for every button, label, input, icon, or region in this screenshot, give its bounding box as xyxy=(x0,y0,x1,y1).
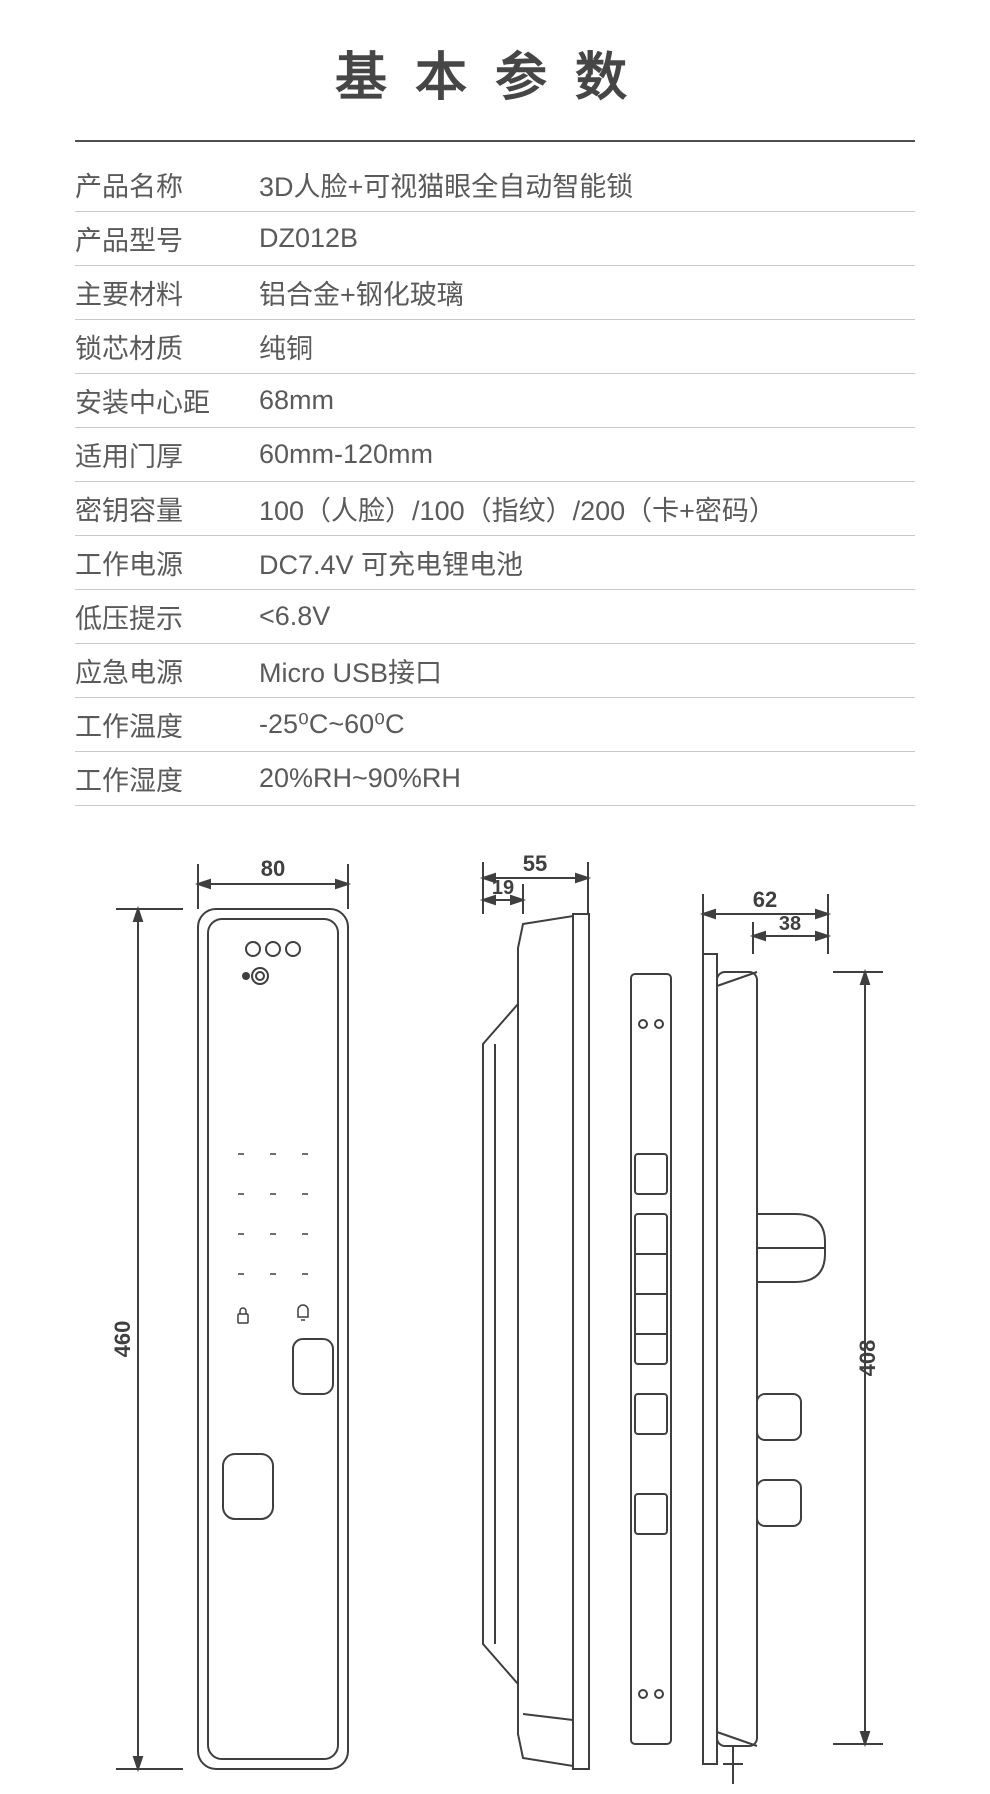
side-view-diagram: 55 19 62 38 xyxy=(423,854,903,1794)
spec-value: 100（人脸）/100（指纹）/200（卡+密码） xyxy=(255,482,915,536)
spec-label: 工作电源 xyxy=(75,536,255,590)
dim-19: 19 xyxy=(491,877,513,899)
spec-row: 应急电源Micro USB接口 xyxy=(75,644,915,698)
dimension-diagrams: 80 460 xyxy=(75,854,915,1794)
spec-value: -25⁰C~60⁰C xyxy=(255,698,915,752)
spec-row: 安装中心距68mm xyxy=(75,374,915,428)
spec-label: 工作湿度 xyxy=(75,752,255,806)
dim-62: 62 xyxy=(752,887,776,912)
dim-55: 55 xyxy=(522,854,546,876)
spec-value: 68mm xyxy=(255,374,915,428)
spec-table: 产品名称3D人脸+可视猫眼全自动智能锁产品型号DZ012B主要材料铝合金+钢化玻… xyxy=(75,158,915,806)
spec-value: 铝合金+钢化玻璃 xyxy=(255,266,915,320)
dim-width-80: 80 xyxy=(260,856,284,881)
dim-38: 38 xyxy=(778,913,800,935)
spec-value: 60mm-120mm xyxy=(255,428,915,482)
spec-value: Micro USB接口 xyxy=(255,644,915,698)
spec-row: 工作电源DC7.4V 可充电锂电池 xyxy=(75,536,915,590)
spec-row: 密钥容量100（人脸）/100（指纹）/200（卡+密码） xyxy=(75,482,915,536)
spec-row: 工作温度-25⁰C~60⁰C xyxy=(75,698,915,752)
spec-row: 产品型号DZ012B xyxy=(75,212,915,266)
spec-row: 产品名称3D人脸+可视猫眼全自动智能锁 xyxy=(75,158,915,212)
spec-label: 密钥容量 xyxy=(75,482,255,536)
dim-408: 408 xyxy=(855,1340,880,1377)
page-title: 基本参数 xyxy=(75,35,915,110)
spec-row: 锁芯材质纯铜 xyxy=(75,320,915,374)
spec-label: 工作温度 xyxy=(75,698,255,752)
spec-label: 低压提示 xyxy=(75,590,255,644)
spec-row: 低压提示<6.8V xyxy=(75,590,915,644)
spec-label: 产品型号 xyxy=(75,212,255,266)
spec-value: 3D人脸+可视猫眼全自动智能锁 xyxy=(255,158,915,212)
spec-value: 纯铜 xyxy=(255,320,915,374)
spec-value: <6.8V xyxy=(255,590,915,644)
spec-value: DC7.4V 可充电锂电池 xyxy=(255,536,915,590)
spec-row: 主要材料铝合金+钢化玻璃 xyxy=(75,266,915,320)
front-view-diagram: 80 460 xyxy=(88,854,368,1794)
spec-value: 20%RH~90%RH xyxy=(255,752,915,806)
dim-height-460: 460 xyxy=(110,1321,135,1358)
spec-row: 工作湿度20%RH~90%RH xyxy=(75,752,915,806)
spec-label: 安装中心距 xyxy=(75,374,255,428)
spec-label: 适用门厚 xyxy=(75,428,255,482)
spec-row: 适用门厚60mm-120mm xyxy=(75,428,915,482)
spec-value: DZ012B xyxy=(255,212,915,266)
spec-label: 应急电源 xyxy=(75,644,255,698)
spec-label: 产品名称 xyxy=(75,158,255,212)
spec-label: 主要材料 xyxy=(75,266,255,320)
title-rule xyxy=(75,140,915,142)
spec-label: 锁芯材质 xyxy=(75,320,255,374)
